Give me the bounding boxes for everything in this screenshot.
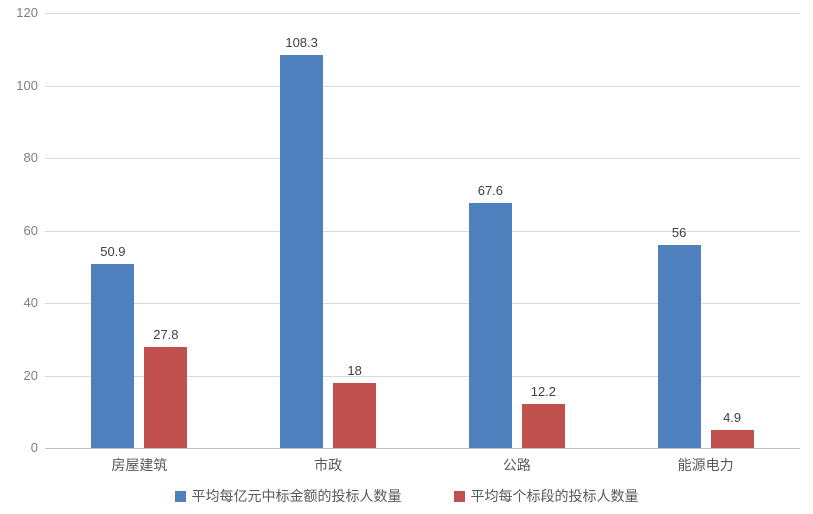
- legend-label: 平均每亿元中标金额的投标人数量: [191, 488, 402, 504]
- y-tick-label: 60: [23, 222, 38, 238]
- bar-series-0-cat-1: [280, 55, 324, 448]
- y-tick-label: 0: [30, 440, 38, 455]
- data-label: 27.8: [153, 327, 179, 343]
- legend-swatch-series-1: [453, 490, 465, 502]
- legend-label: 平均每个标段的投标人数量: [470, 488, 639, 504]
- data-label: 18: [347, 362, 362, 378]
- gridline: [45, 85, 800, 87]
- legend-item: 平均每亿元中标金额的投标人数量: [174, 488, 402, 504]
- data-label: 50.9: [100, 243, 126, 259]
- y-tick-label: 20: [23, 367, 38, 383]
- bar-series-0-cat-0: [91, 263, 135, 448]
- bar-series-1-cat-1: [333, 382, 377, 448]
- gridline: [45, 230, 800, 232]
- bar-series-1-cat-3: [710, 430, 754, 448]
- gridline: [45, 303, 800, 304]
- legend-item: 平均每个标段的投标人数量: [453, 488, 639, 504]
- data-label: 12.2: [530, 383, 557, 399]
- legend-swatch-series-0: [174, 490, 186, 502]
- x-axis-line: [45, 448, 800, 449]
- bar-series-0-cat-2: [468, 202, 512, 448]
- data-label: 108.3: [285, 35, 318, 51]
- y-tick-label: 120: [16, 5, 38, 20]
- data-label: 56: [671, 225, 687, 240]
- category-label: 能源电力: [677, 457, 734, 473]
- data-label: 4.9: [723, 410, 742, 426]
- category-label: 公路: [502, 457, 531, 473]
- gridline: [45, 158, 800, 159]
- plot-area: 0 20 40 60 80 100 120 50.9 27.8 房屋建筑 108.3 18 市政 67.6…: [16, 5, 800, 473]
- legend: 平均每亿元中标金额的投标人数量 平均每个标段的投标人数量: [0, 488, 813, 504]
- y-tick-label: 40: [23, 295, 38, 310]
- bar-series-1-cat-2: [521, 403, 565, 448]
- category-label: 房屋建筑: [111, 457, 168, 473]
- gridline: [45, 13, 800, 14]
- gridline: [45, 375, 800, 377]
- category-label: 市政: [314, 457, 343, 473]
- bar-series-1-cat-0: [144, 347, 188, 448]
- y-tick-label: 100: [16, 77, 38, 93]
- bar-series-0-cat-3: [657, 245, 701, 448]
- y-tick-label: 80: [23, 150, 38, 165]
- data-label: 67.6: [477, 182, 504, 198]
